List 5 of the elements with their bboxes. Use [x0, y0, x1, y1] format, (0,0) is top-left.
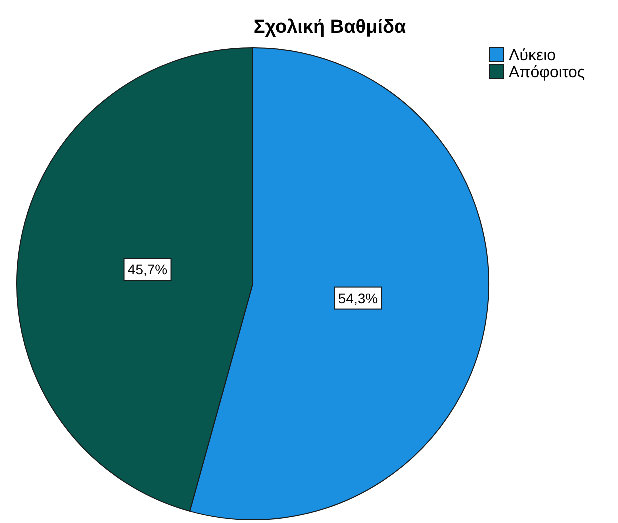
data-label: 54,3%: [338, 290, 378, 306]
chart-title: Σχολική Βαθμίδα: [254, 17, 406, 38]
legend-label: Λύκειο: [509, 48, 556, 64]
data-label: 45,7%: [128, 262, 168, 278]
legend-label: Απόφοιτος: [509, 64, 586, 82]
